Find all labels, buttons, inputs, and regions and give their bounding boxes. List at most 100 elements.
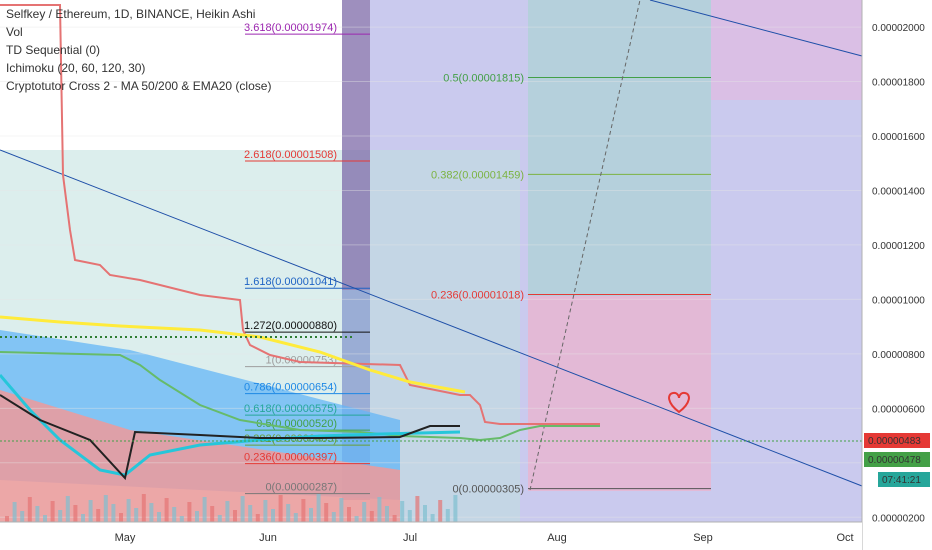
heart-icon [668, 391, 690, 414]
volume-bar [423, 505, 427, 522]
volume-bar [43, 515, 47, 522]
volume-bar [369, 511, 374, 522]
volume-bar [157, 512, 161, 522]
volume-bar [12, 502, 17, 522]
red-channel [0, 390, 400, 522]
fib-right-label: 0.382(0.00001459) [431, 169, 524, 181]
price-tick-label: 0.00000200 [872, 513, 925, 524]
volume-bar [309, 508, 313, 522]
volume-bar [96, 509, 101, 522]
volume-bar [445, 509, 450, 522]
price-tick-label: 0.00000600 [872, 404, 925, 415]
chart-legend: Selfkey / Ethereum, 1D, BINANCE, Heikin … [6, 5, 271, 95]
volume-bar [20, 511, 25, 522]
fib-right-label: 0.236(0.00001018) [431, 290, 524, 302]
fib-left-label: 0.236(0.00000397) [244, 452, 337, 464]
legend-title: Selfkey / Ethereum, 1D, BINANCE, Heikin … [6, 7, 256, 21]
volume-bar [202, 497, 207, 522]
volume-bar [255, 514, 260, 522]
volume-bar [362, 502, 367, 522]
volume-bar [240, 496, 245, 522]
volume-bar [278, 495, 283, 522]
volume-bar [248, 505, 253, 522]
volume-bar [217, 515, 222, 522]
price-tick-label: 0.00001600 [872, 132, 925, 143]
volume-bar [187, 502, 192, 522]
volume-bar [111, 504, 116, 522]
price-tick-label: 0.00001400 [872, 186, 925, 197]
top-right-zone [711, 0, 862, 100]
time-tick-label: Jun [259, 532, 277, 544]
price-tick-label: 0.00001200 [872, 241, 925, 252]
volume-bar [88, 500, 93, 522]
volume-bar [81, 514, 85, 522]
trendline-upper[interactable] [649, 0, 863, 57]
fib-left-label: 1.618(0.00001041) [244, 276, 337, 288]
time-tick-label: Aug [547, 532, 567, 544]
volume-bar [286, 504, 291, 522]
volume-bar [430, 514, 435, 522]
price-tick-label: 0.00002000 [872, 23, 925, 34]
fib-left-label: 0(0.00000287) [265, 482, 337, 494]
volume-bar [5, 516, 9, 522]
last-price-tag [864, 433, 930, 448]
time-tick-label: Sep [693, 532, 713, 544]
volume-bar [141, 494, 146, 522]
volume-bar [103, 495, 108, 522]
fib-left-label: 0.618(0.00000575) [244, 403, 337, 415]
fib-left-label: 3.618(0.00001974) [244, 22, 337, 34]
volume-bar [195, 511, 199, 522]
prev-price-tag [864, 452, 930, 467]
volume-bar [324, 503, 329, 522]
time-axis[interactable] [0, 522, 862, 550]
fib-right-zone-top [528, 0, 711, 296]
volume-bar [400, 501, 405, 522]
volume-bar [316, 494, 321, 522]
legend-vol[interactable]: Vol [6, 25, 23, 39]
volume-bar [164, 498, 169, 522]
volume-bar [50, 501, 55, 522]
volume-bar [134, 508, 139, 522]
volume-bar [438, 500, 443, 522]
volume-bar [73, 505, 78, 522]
legend-cross[interactable]: Cryptotutor Cross 2 - MA 50/200 & EMA20 … [6, 79, 272, 93]
volume-bar [210, 506, 215, 522]
volume-bar [233, 510, 237, 522]
volume-bar [453, 495, 458, 522]
volume-bar [58, 510, 63, 522]
fib-right-label: 0.5(0.00001815) [443, 72, 524, 84]
legend-td-sequential[interactable]: TD Sequential (0) [6, 43, 101, 57]
volume-bar [179, 516, 184, 522]
volume-bar [385, 506, 389, 522]
fib-left-label: 1.272(0.00000880) [244, 320, 337, 332]
countdown-tag [878, 472, 930, 487]
fib-left-label: 2.618(0.00001508) [244, 149, 337, 161]
volume-bar [354, 516, 359, 522]
volume-bar [392, 515, 397, 522]
fib-left-label: 0.786(0.00000654) [244, 382, 337, 394]
volume-bar [271, 509, 275, 522]
volume-bar [263, 500, 268, 522]
volume-bar [339, 498, 344, 522]
volume-bar [347, 507, 351, 522]
volume-bar [35, 506, 40, 522]
fib-left-label: 0.5(0.00000520) [256, 418, 337, 430]
trendline-lower[interactable] [0, 149, 863, 487]
volume-bar [225, 501, 230, 522]
volume-bar [119, 513, 123, 522]
countdown-label: 07:41:21 [882, 475, 921, 486]
legend-ichimoku[interactable]: Ichimoku (20, 60, 120, 30) [6, 61, 146, 75]
volume-bar [377, 497, 382, 522]
last-price-label: 0.00000483 [868, 436, 921, 447]
volume-bar [407, 510, 412, 522]
volume-bar [301, 499, 306, 522]
volume-bar [172, 507, 177, 522]
volume-bar [126, 499, 131, 522]
ema-teal-line [0, 374, 461, 477]
price-tick-label: 0.00001000 [872, 295, 925, 306]
volume-bar [149, 503, 154, 522]
price-tick-label: 0.00000800 [872, 350, 925, 361]
prev-price-label: 0.00000478 [868, 455, 921, 466]
volume-bar [415, 496, 420, 522]
